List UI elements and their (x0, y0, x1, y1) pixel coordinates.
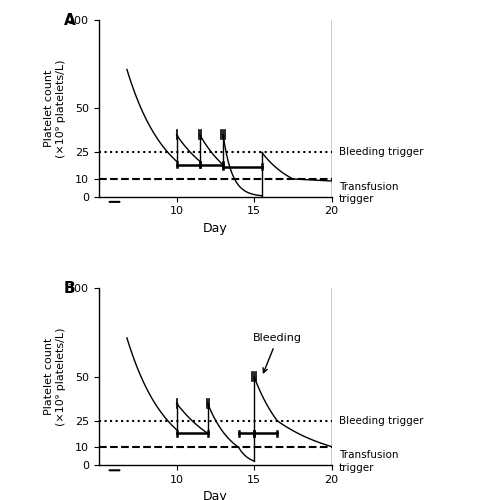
Text: B: B (64, 282, 76, 296)
Y-axis label: Platelet count
(×10⁹ platelets/L): Platelet count (×10⁹ platelets/L) (44, 328, 65, 426)
Text: Bleeding: Bleeding (253, 334, 302, 372)
Text: A: A (64, 13, 76, 28)
Text: Bleeding trigger: Bleeding trigger (339, 148, 423, 158)
X-axis label: Day: Day (203, 222, 228, 235)
Y-axis label: Platelet count
(×10⁹ platelets/L): Platelet count (×10⁹ platelets/L) (44, 59, 65, 158)
X-axis label: Day: Day (203, 490, 228, 500)
Text: Transfusion
trigger: Transfusion trigger (339, 450, 398, 472)
Text: Transfusion
trigger: Transfusion trigger (339, 182, 398, 204)
Text: Bleeding trigger: Bleeding trigger (339, 416, 423, 426)
